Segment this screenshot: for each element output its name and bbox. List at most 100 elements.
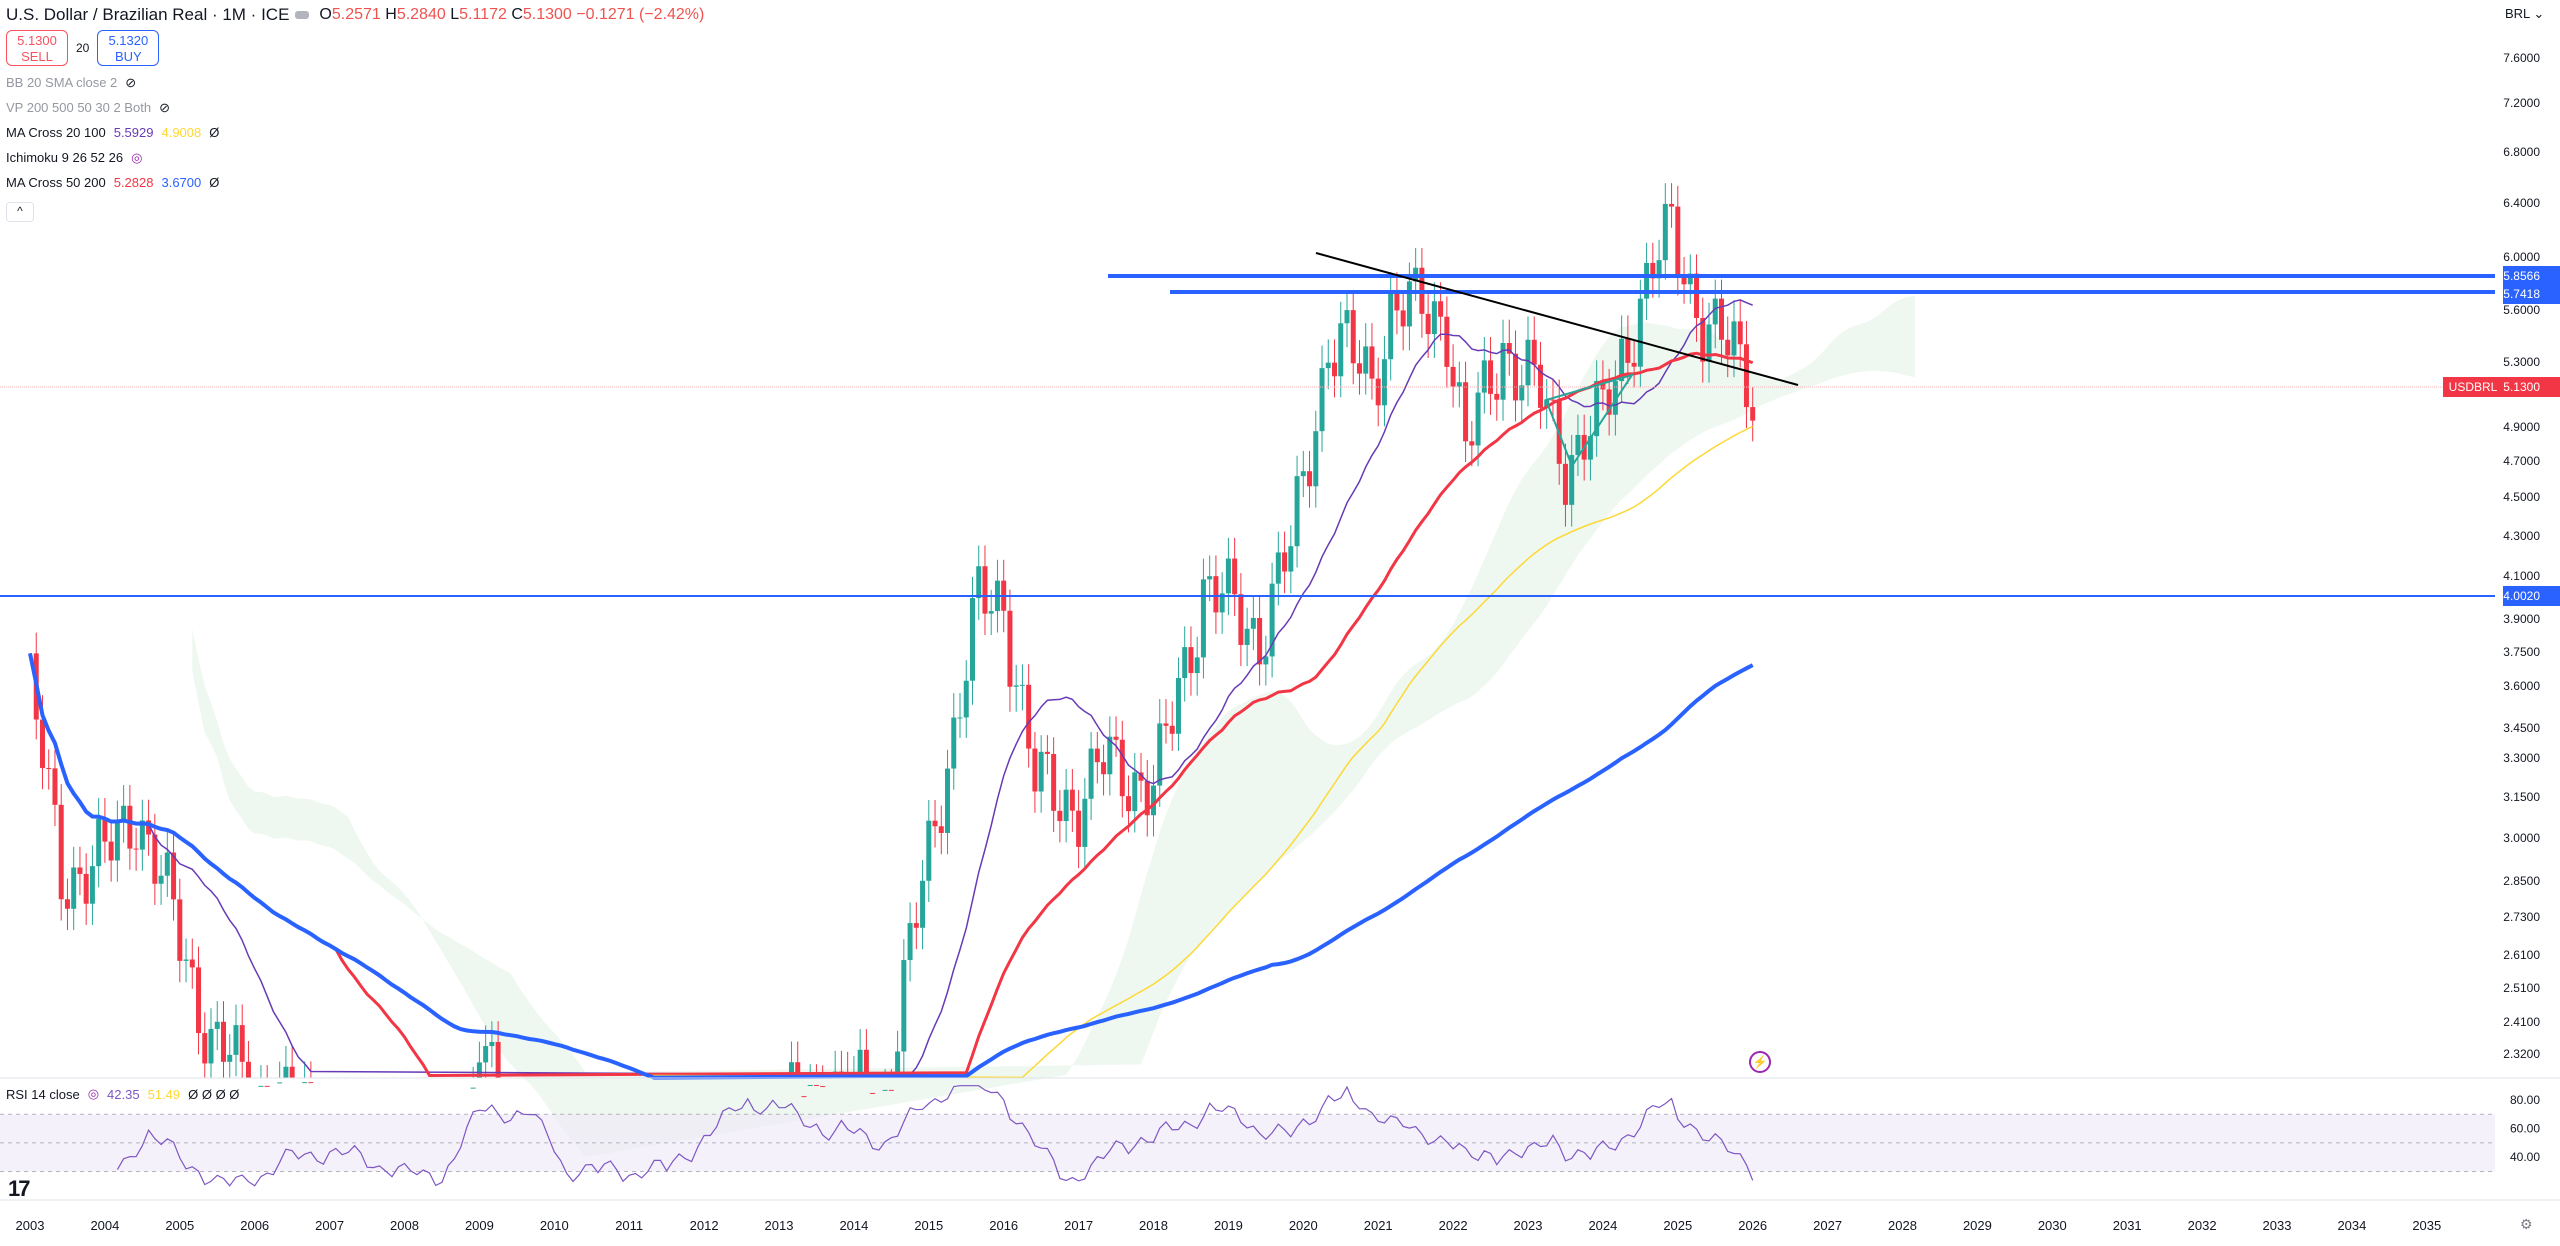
candle-body — [476, 1062, 482, 1078]
price-tick-label: 2.4100 — [2503, 1015, 2540, 1029]
collapse-legend-button[interactable]: ^ — [6, 202, 34, 222]
candle-body — [1425, 313, 1431, 335]
candle-body — [888, 1089, 894, 1091]
candle-body — [289, 1066, 295, 1078]
hidden-eye-icon[interactable]: ⊘ — [159, 99, 170, 115]
rsi-settings-icon: ◎ — [87, 1086, 100, 1101]
candle-body — [1257, 617, 1263, 665]
candle-body — [1057, 810, 1063, 822]
time-tick-label: 2004 — [90, 1218, 119, 1233]
candle-body — [470, 1087, 476, 1089]
hidden-eye-icon[interactable]: ⊘ — [125, 74, 137, 90]
candle-body — [1600, 380, 1606, 390]
lightning-icon[interactable]: ⚡ — [1749, 1051, 1771, 1073]
price-tick-label: 7.2000 — [2503, 96, 2540, 110]
time-tick-label: 2030 — [2038, 1218, 2067, 1233]
candle-body — [1737, 321, 1743, 345]
tradingview-logo-icon[interactable]: 17 — [8, 1176, 31, 1201]
candle-body — [1188, 647, 1194, 674]
candle-body — [1063, 789, 1069, 822]
candle-body — [1712, 298, 1718, 325]
symbol-title[interactable]: U.S. Dollar / Brazilian Real · 1M · ICE — [6, 5, 290, 24]
candle-body — [788, 1062, 794, 1078]
candle-body — [495, 1041, 501, 1078]
candle-body — [1537, 364, 1543, 408]
buy-button[interactable]: 5.1320 BUY — [97, 30, 160, 66]
candle-body — [1175, 678, 1181, 734]
ichimoku-icon: ◎ — [131, 149, 143, 165]
level-price-value: 5.7418 — [2503, 287, 2540, 301]
time-tick-label: 2017 — [1064, 1218, 1093, 1233]
candle-body — [882, 1089, 888, 1091]
sell-button[interactable]: 5.1300 SELL — [6, 30, 68, 66]
candle-body — [277, 1082, 283, 1084]
high-value: 5.2840 — [396, 6, 446, 23]
market-status-dot[interactable] — [295, 11, 310, 19]
time-tick-label: 2028 — [1888, 1218, 1917, 1233]
candle-body — [1694, 273, 1700, 318]
candle-body — [801, 1096, 807, 1098]
candles — [33, 183, 1756, 1098]
candle-body — [264, 1085, 270, 1087]
candle-body — [1725, 339, 1731, 356]
gear-icon[interactable]: ⚙ — [2520, 1216, 2533, 1232]
candle-body — [957, 717, 963, 719]
spread-value: 20 — [76, 41, 90, 55]
candle-body — [1163, 723, 1169, 726]
time-tick-label: 2022 — [1439, 1218, 1468, 1233]
time-tick-label: 2013 — [765, 1218, 794, 1233]
time-tick-label: 2024 — [1588, 1218, 1617, 1233]
indicator-ma-cross-50-200[interactable]: MA Cross 50 200 5.2828 3.6700 Ø — [6, 175, 220, 190]
candle-body — [1032, 748, 1038, 792]
candle-body — [1138, 772, 1144, 781]
indicator-bb[interactable]: BB 20 SMA close 2 ⊘ — [6, 74, 137, 91]
indicator-ichimoku[interactable]: Ichimoku 9 26 52 26 ◎ — [6, 149, 143, 166]
candle-body — [1350, 310, 1356, 364]
candle-body — [1575, 434, 1581, 456]
candle-body — [1488, 360, 1494, 394]
trendline[interactable] — [1315, 252, 1799, 386]
ma-200-line[interactable] — [28, 652, 1754, 1080]
time-tick-label: 2034 — [2337, 1218, 2366, 1233]
price-tick-label: 4.5000 — [2503, 490, 2540, 504]
close-value: 5.1300 — [522, 6, 572, 23]
price-tick-label: 2.3200 — [2503, 1047, 2540, 1061]
triangle-drawing[interactable] — [1544, 373, 1635, 469]
candle-body — [83, 873, 89, 904]
candle-body — [208, 1028, 214, 1064]
price-tick-label: 6.4000 — [2503, 196, 2540, 210]
candle-body — [813, 1084, 819, 1086]
candle-body — [189, 959, 195, 968]
indicator-vp[interactable]: VP 200 500 50 30 2 Both ⊘ — [6, 99, 170, 116]
rsi-legend[interactable]: RSI 14 close ◎ 42.35 51.49 Ø Ø Ø Ø — [6, 1086, 240, 1102]
candle-body — [1750, 407, 1756, 421]
candle-body — [1662, 203, 1668, 261]
price-tick-label: 3.0000 — [2503, 831, 2540, 845]
indicator-ma-cross-20-100[interactable]: MA Cross 20 100 5.5929 4.9008 Ø — [6, 125, 220, 140]
candle-body — [1076, 810, 1082, 847]
candle-body — [89, 866, 95, 904]
rsi-line[interactable] — [116, 1085, 1754, 1187]
time-tick-label: 2007 — [315, 1218, 344, 1233]
candle-body — [982, 566, 988, 614]
candle-body — [1107, 736, 1113, 775]
candle-body — [907, 923, 913, 961]
level-price-value: 4.0020 — [2503, 589, 2540, 603]
level-price-value: 5.8566 — [2503, 269, 2540, 283]
candle-body — [1637, 298, 1643, 367]
last-price-tag — [2503, 377, 2560, 397]
candle-body — [1644, 262, 1650, 299]
candle-body — [58, 804, 64, 900]
candle-body — [1494, 393, 1500, 400]
candle-body — [1325, 362, 1331, 369]
candle-body — [1506, 342, 1512, 354]
candle-body — [64, 899, 70, 909]
candle-body — [988, 611, 994, 614]
candle-body — [1038, 751, 1044, 792]
currency-selector[interactable]: BRL ⌄ — [2505, 6, 2545, 21]
ohlc-values: O5.2571 H5.2840 L5.1172 C5.1300 −0.1271 … — [319, 6, 705, 23]
candle-body — [1194, 657, 1200, 674]
candle-body — [1044, 751, 1050, 754]
time-tick-label: 2027 — [1813, 1218, 1842, 1233]
